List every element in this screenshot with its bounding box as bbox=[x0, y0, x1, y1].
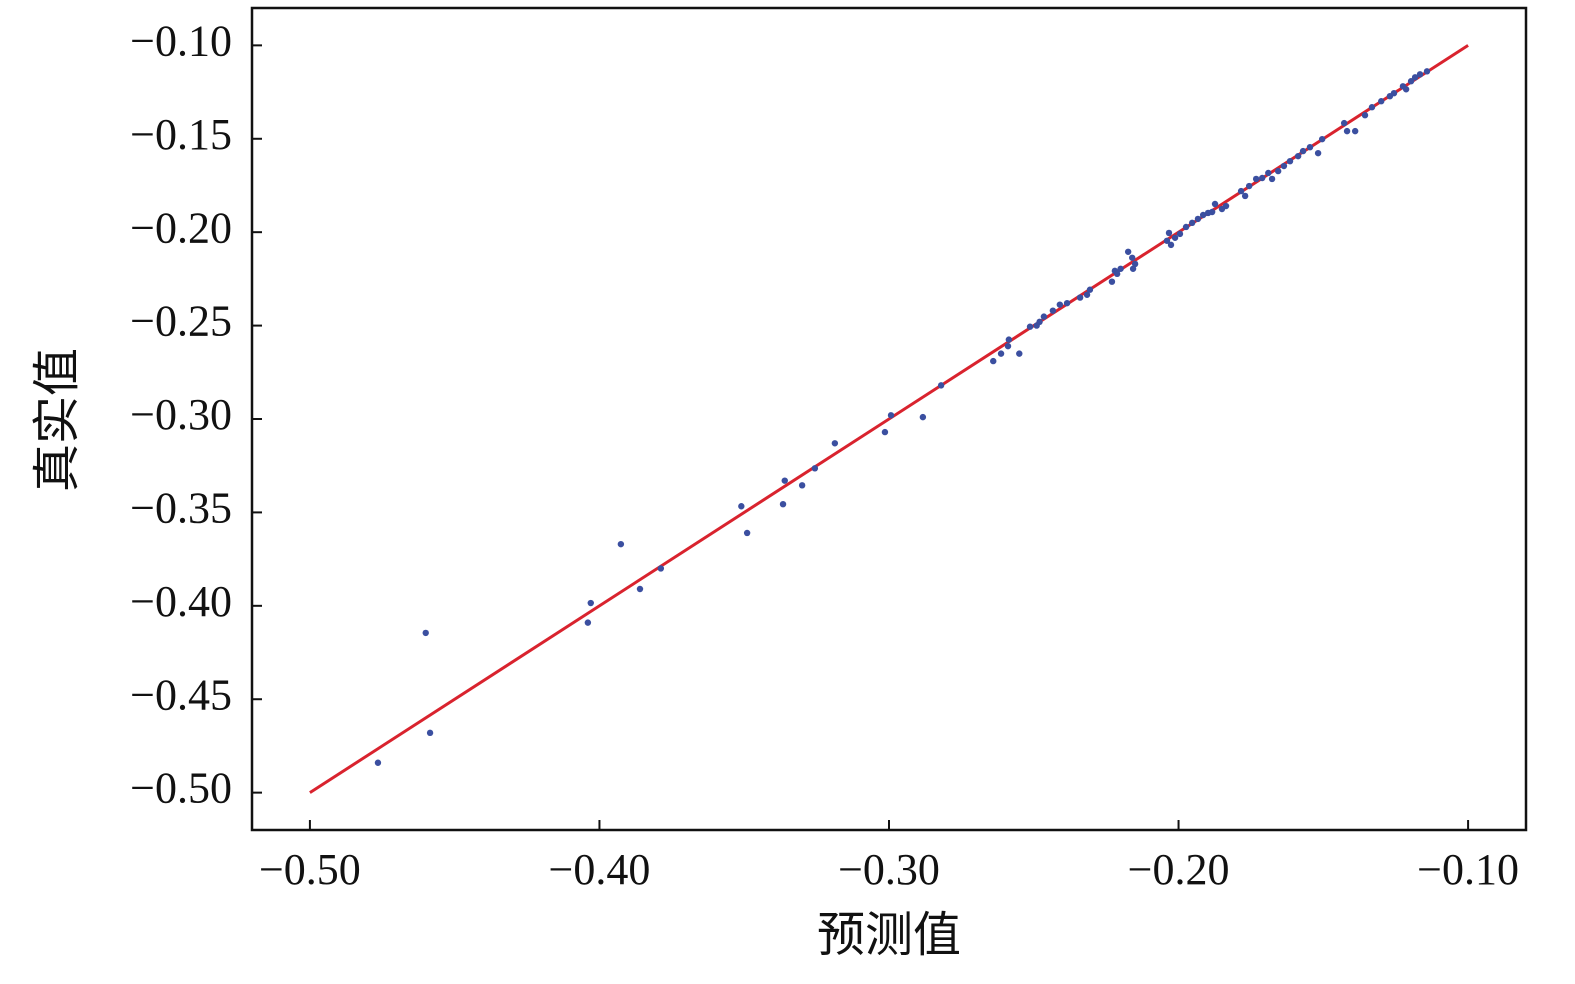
point bbox=[1411, 74, 1419, 81]
point bbox=[1165, 229, 1173, 237]
point bbox=[1194, 215, 1202, 223]
point bbox=[1129, 254, 1136, 261]
point bbox=[1026, 323, 1034, 330]
y-tick-label: −0.30 bbox=[130, 390, 232, 439]
x-tick-label: −0.30 bbox=[838, 845, 940, 894]
point bbox=[1211, 200, 1219, 208]
point bbox=[1286, 157, 1294, 165]
point bbox=[1208, 208, 1216, 216]
x-tick-label: −0.20 bbox=[1128, 845, 1230, 894]
point bbox=[1171, 234, 1179, 241]
point bbox=[1176, 230, 1184, 238]
point bbox=[1318, 135, 1326, 143]
point bbox=[1259, 174, 1266, 182]
point bbox=[1167, 241, 1175, 249]
point bbox=[1049, 307, 1057, 314]
point bbox=[1182, 223, 1190, 231]
point bbox=[1083, 291, 1091, 298]
point bbox=[1005, 336, 1013, 343]
x-axis-title: 预测值 bbox=[817, 909, 961, 962]
point bbox=[584, 619, 592, 626]
point bbox=[1117, 265, 1124, 272]
point bbox=[1402, 86, 1410, 93]
point bbox=[1351, 127, 1359, 135]
point bbox=[1108, 278, 1116, 285]
point bbox=[1274, 167, 1282, 175]
y-tick-label: −0.15 bbox=[130, 110, 232, 159]
point bbox=[779, 500, 787, 508]
point bbox=[881, 428, 889, 436]
point bbox=[1237, 187, 1245, 195]
point bbox=[990, 357, 997, 365]
point bbox=[426, 729, 434, 737]
point bbox=[1368, 104, 1376, 111]
point bbox=[1340, 119, 1348, 127]
point bbox=[1265, 169, 1272, 177]
y-tick-label: −0.25 bbox=[130, 297, 232, 346]
point bbox=[1113, 270, 1121, 278]
point bbox=[781, 477, 788, 484]
point bbox=[1390, 89, 1398, 97]
y-tick-label: −0.50 bbox=[130, 764, 232, 813]
point bbox=[1076, 294, 1084, 301]
point bbox=[1016, 350, 1023, 357]
point bbox=[422, 629, 429, 637]
point bbox=[1252, 175, 1260, 183]
point bbox=[1361, 112, 1369, 119]
point bbox=[831, 440, 839, 447]
point bbox=[1056, 301, 1064, 308]
x-tick-label: −0.10 bbox=[1417, 845, 1519, 894]
point bbox=[1063, 299, 1071, 307]
point bbox=[1036, 318, 1043, 326]
x-tick-label: −0.40 bbox=[549, 845, 651, 894]
point bbox=[1245, 182, 1253, 190]
point bbox=[1280, 162, 1288, 170]
point bbox=[1407, 78, 1415, 85]
point bbox=[657, 565, 665, 572]
point bbox=[1268, 175, 1276, 183]
point bbox=[1222, 202, 1230, 210]
fit-line bbox=[309, 44, 1469, 794]
point bbox=[937, 382, 945, 389]
point bbox=[1129, 265, 1137, 272]
point bbox=[1163, 237, 1171, 244]
point bbox=[1131, 260, 1139, 268]
point bbox=[1299, 147, 1307, 155]
y-tick-label: −0.40 bbox=[130, 577, 232, 626]
point bbox=[887, 412, 895, 419]
y-axis-title: 真实值 bbox=[31, 348, 84, 492]
point bbox=[798, 482, 806, 489]
point bbox=[1314, 149, 1322, 157]
point bbox=[811, 465, 819, 472]
y-tick-label: −0.45 bbox=[130, 670, 232, 719]
point bbox=[1086, 286, 1094, 293]
point bbox=[587, 599, 594, 607]
point bbox=[1124, 248, 1132, 255]
point bbox=[1199, 211, 1207, 219]
point bbox=[1306, 143, 1314, 151]
y-tick-label: −0.10 bbox=[130, 16, 232, 65]
point bbox=[1416, 71, 1424, 78]
point bbox=[374, 759, 382, 766]
y-tick-label: −0.20 bbox=[130, 203, 232, 252]
point bbox=[919, 413, 927, 421]
point bbox=[1004, 342, 1012, 350]
point bbox=[1188, 219, 1196, 227]
point bbox=[1294, 152, 1302, 160]
point bbox=[743, 529, 751, 537]
point bbox=[1423, 68, 1431, 75]
point bbox=[738, 503, 745, 510]
point bbox=[1343, 127, 1351, 135]
point bbox=[617, 540, 625, 548]
x-tick-label: −0.50 bbox=[259, 845, 361, 894]
y-tick-label: −0.35 bbox=[130, 484, 232, 533]
point bbox=[1241, 192, 1249, 200]
point bbox=[1040, 313, 1048, 320]
point bbox=[636, 585, 644, 593]
point bbox=[997, 350, 1005, 357]
point bbox=[1378, 98, 1385, 105]
